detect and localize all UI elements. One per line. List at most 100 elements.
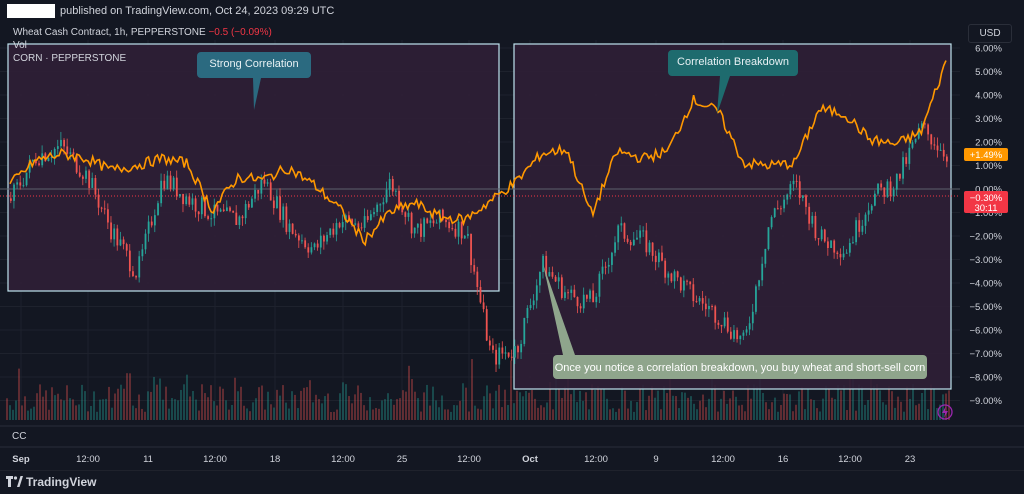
candle <box>708 306 710 310</box>
volume-bar <box>702 394 704 420</box>
volume-bar <box>549 382 551 420</box>
candle <box>298 235 300 241</box>
volume-bar <box>132 405 134 420</box>
candle <box>53 148 56 158</box>
candle <box>473 265 476 272</box>
candle <box>914 138 917 143</box>
candle <box>601 266 604 274</box>
legend-compare[interactable]: CORN · PEPPERSTONE <box>13 53 127 64</box>
volume-bar <box>333 411 335 420</box>
volume-bar <box>669 365 671 420</box>
candle <box>520 343 523 353</box>
volume-bar <box>168 408 170 420</box>
candle <box>442 209 444 220</box>
candle <box>63 139 66 147</box>
volume-bar <box>180 389 182 420</box>
candle <box>254 189 256 199</box>
volume-bar <box>468 411 470 420</box>
volume-bar <box>717 411 719 420</box>
candle <box>629 241 632 246</box>
volume-bar <box>855 410 857 420</box>
volume-bar <box>792 411 794 420</box>
volume-bar <box>594 389 596 420</box>
volume-bar <box>618 408 620 420</box>
candle <box>194 198 197 212</box>
x-tick-label: 23 <box>905 454 916 465</box>
volume-bar <box>243 405 245 420</box>
x-tick-label: 12:00 <box>838 454 862 465</box>
volume-bar <box>720 398 722 420</box>
candle <box>645 230 648 253</box>
volume-bar <box>306 387 308 420</box>
volume-bar <box>501 407 503 420</box>
volume-bar <box>690 396 692 420</box>
candle <box>936 145 939 151</box>
legend-vol[interactable]: Vol <box>13 40 27 51</box>
candle <box>623 223 626 239</box>
lightning-icon[interactable] <box>937 404 953 420</box>
volume-bar <box>378 408 380 420</box>
candle <box>564 292 566 298</box>
candle <box>416 223 419 228</box>
volume-bar <box>843 385 845 420</box>
volume-bar <box>369 397 371 420</box>
volume-bar <box>366 410 368 420</box>
volume-bar <box>609 409 611 420</box>
volume-bar <box>354 394 356 420</box>
tradingview-logo-icon[interactable] <box>6 476 23 487</box>
candle <box>482 302 485 310</box>
candle <box>488 340 491 346</box>
candle <box>927 124 930 135</box>
volume-bar <box>450 411 452 420</box>
volume-bar <box>33 406 35 420</box>
currency-button[interactable]: USD <box>968 24 1012 43</box>
candle <box>592 290 595 303</box>
x-axis[interactable]: Sep 12:00 11 12:00 18 12:00 25 12:00 Oct 12:00 9 12… <box>12 454 915 465</box>
candle <box>266 182 269 184</box>
candle <box>244 203 247 219</box>
brand-name[interactable]: TradingView <box>26 475 97 489</box>
volume-bar <box>507 405 509 420</box>
chart[interactable]: Strong Correlation Correlation Breakdown… <box>0 22 1024 470</box>
volume-bar <box>357 385 359 420</box>
candle <box>338 223 341 228</box>
volume-bar <box>714 384 716 420</box>
legend-symbol[interactable]: Wheat Cash Contract, 1h, PEPPERSTONE −0.… <box>13 27 272 38</box>
candle <box>532 300 535 306</box>
volume-bar <box>123 388 125 420</box>
volume-bar <box>297 408 299 420</box>
volume-bar <box>387 393 389 420</box>
candle <box>911 142 914 148</box>
volume-bar <box>897 396 899 420</box>
volume-bar <box>918 403 920 420</box>
candle <box>232 210 235 213</box>
x-tick-label: 12:00 <box>331 454 355 465</box>
volume-bar <box>846 410 848 420</box>
volume-bar <box>108 386 110 420</box>
volume-bar <box>513 403 515 420</box>
candle <box>191 198 194 205</box>
candle <box>44 153 47 162</box>
candle <box>329 228 332 236</box>
candle <box>60 139 62 147</box>
volume-bar <box>120 384 122 420</box>
volume-bar <box>603 388 605 420</box>
candle <box>836 252 839 255</box>
candle <box>611 252 613 265</box>
x-tick-label: 18 <box>270 454 281 465</box>
volume-bar <box>522 396 524 420</box>
volume-bar <box>309 380 311 420</box>
candle <box>257 189 260 194</box>
candle <box>335 223 338 235</box>
candle <box>739 335 742 340</box>
published-info: published on TradingView.com, Oct 24, 20… <box>60 5 335 17</box>
candle <box>66 146 69 154</box>
candle <box>370 214 372 220</box>
candle <box>391 178 394 192</box>
indicator-label: CC <box>12 431 26 442</box>
candle <box>733 330 735 339</box>
y-axis[interactable]: 6.00% 5.00% 4.00% 3.00% 2.00% 1.00% 0.00% −1.00… <box>970 44 1003 408</box>
volume-bar <box>660 409 662 420</box>
volume-bar <box>657 390 659 420</box>
volume-bar <box>435 400 437 420</box>
